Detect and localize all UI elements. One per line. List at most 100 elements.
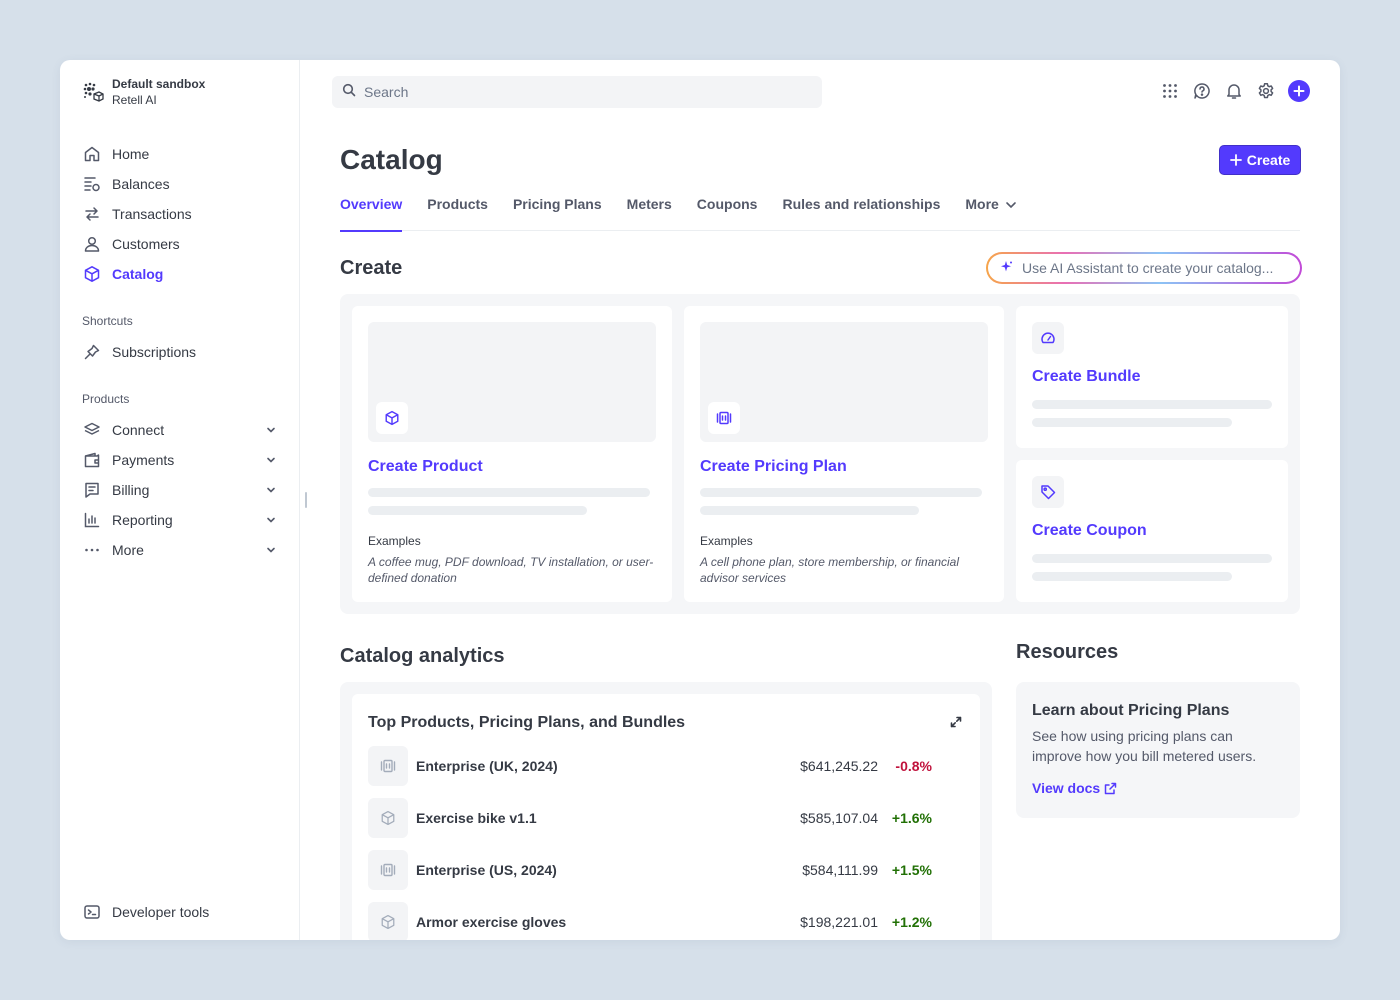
pricing-plan-thumbnail xyxy=(700,322,988,442)
chevron-down-icon xyxy=(266,455,276,465)
page-title: Catalog xyxy=(340,144,443,175)
main-nav: Home Balances Transactions Customers Cat… xyxy=(82,139,282,289)
create-button[interactable]: Create xyxy=(1219,145,1301,175)
tab-more[interactable]: More xyxy=(965,190,1016,231)
customers-icon xyxy=(82,234,102,254)
chevron-down-icon xyxy=(1006,202,1016,209)
sidebar-item-developer-tools[interactable]: Developer tools xyxy=(82,897,282,927)
analytics-panel: Top Products, Pricing Plans, and Bundles… xyxy=(340,682,992,940)
bell-icon[interactable] xyxy=(1224,81,1244,101)
create-bundle-card[interactable]: Create Bundle xyxy=(1016,306,1288,448)
tab-overview[interactable]: Overview xyxy=(340,190,403,232)
reporting-icon xyxy=(82,510,102,530)
help-icon[interactable] xyxy=(1192,81,1212,101)
sidebar-item-label: Subscriptions xyxy=(112,344,197,360)
resource-title: Learn about Pricing Plans xyxy=(1032,702,1230,719)
catalog-icon xyxy=(82,264,102,284)
sidebar-item-label: Developer tools xyxy=(112,904,210,920)
chevron-down-icon xyxy=(266,485,276,495)
table-row[interactable]: Exercise bike v1.1 $585,107.04 +1.6% xyxy=(368,798,948,838)
create-product-card[interactable]: Create Product Examples A coffee mug, PD… xyxy=(352,306,672,602)
box-icon xyxy=(376,402,408,434)
table-row[interactable]: Enterprise (UK, 2024) $641,245.22 -0.8% xyxy=(368,746,948,786)
sidebar-item-label: Catalog xyxy=(112,266,164,282)
placeholder-line xyxy=(1032,554,1272,563)
sidebar-item-customers[interactable]: Customers xyxy=(82,229,282,259)
sidebar-item-label: Connect xyxy=(112,422,165,438)
table-row[interactable]: Enterprise (US, 2024) $584,111.99 +1.5% xyxy=(368,850,948,890)
examples-text: A cell phone plan, store membership, or … xyxy=(700,555,960,585)
placeholder-line xyxy=(1032,572,1232,581)
shortcuts-section: Shortcuts Subscriptions xyxy=(82,311,282,367)
sidebar-item-balances[interactable]: Balances xyxy=(82,169,282,199)
quick-add-button[interactable] xyxy=(1288,80,1310,102)
chevron-down-icon xyxy=(266,425,276,435)
sidebar-item-reporting[interactable]: Reporting xyxy=(82,505,282,535)
sidebar-resize-handle[interactable] xyxy=(305,492,307,508)
create-heading: Create xyxy=(340,257,403,279)
create-coupon-title[interactable]: Create Coupon xyxy=(1032,522,1147,539)
examples-text: A coffee mug, PDF download, TV installat… xyxy=(368,555,654,585)
create-coupon-card[interactable]: Create Coupon xyxy=(1016,460,1288,602)
pricing-plan-icon xyxy=(368,746,408,786)
gauge-icon xyxy=(1032,322,1064,354)
search-bar[interactable] xyxy=(332,76,822,108)
terminal-icon xyxy=(82,902,102,922)
examples-label: Examples xyxy=(700,534,753,548)
tab-products[interactable]: Products xyxy=(427,196,488,212)
search-input[interactable] xyxy=(364,84,804,100)
sidebar-item-transactions[interactable]: Transactions xyxy=(82,199,282,229)
sidebar-item-label: Transactions xyxy=(112,206,192,222)
placeholder-line xyxy=(368,488,650,497)
gear-icon[interactable] xyxy=(1256,81,1276,101)
table-row[interactable]: Armor exercise gloves $198,221.01 +1.2% xyxy=(368,902,948,940)
sidebar-item-payments[interactable]: Payments xyxy=(82,445,282,475)
view-docs-link[interactable]: View docs xyxy=(1032,780,1284,796)
sidebar-item-catalog[interactable]: Catalog xyxy=(82,259,282,289)
create-pricing-plan-card[interactable]: Create Pricing Plan Examples A cell phon… xyxy=(684,306,1004,602)
sidebar-item-label: More xyxy=(112,542,144,558)
ai-assistant-input[interactable]: Use AI Assistant to create your catalog.… xyxy=(986,252,1302,284)
sidebar-item-more[interactable]: More xyxy=(82,535,282,565)
sidebar-item-billing[interactable]: Billing xyxy=(82,475,282,505)
row-change: +1.5% xyxy=(891,862,932,878)
placeholder-line xyxy=(700,488,982,497)
sidebar-item-label: Payments xyxy=(112,452,175,468)
create-product-title[interactable]: Create Product xyxy=(368,458,483,475)
view-docs-label: View docs xyxy=(1032,780,1101,796)
sidebar-item-label: Home xyxy=(112,146,150,162)
plus-icon xyxy=(1229,154,1242,166)
sidebar-item-label: Reporting xyxy=(112,512,173,528)
ai-assistant-placeholder: Use AI Assistant to create your catalog.… xyxy=(1022,260,1274,276)
sidebar-item-subscriptions[interactable]: Subscriptions xyxy=(82,337,282,367)
pricing-plan-icon xyxy=(708,402,740,434)
create-bundle-title[interactable]: Create Bundle xyxy=(1032,368,1141,385)
sidebar-item-connect[interactable]: Connect xyxy=(82,415,282,445)
resources-heading: Resources xyxy=(1016,641,1119,663)
account-name: Default sandbox xyxy=(112,77,206,91)
expand-icon[interactable] xyxy=(948,714,964,730)
tab-meters[interactable]: Meters xyxy=(626,196,672,212)
tab-rules-and-relationships[interactable]: Rules and relationships xyxy=(782,196,941,212)
create-pricing-plan-title[interactable]: Create Pricing Plan xyxy=(700,458,847,475)
sparkle-icon xyxy=(1000,260,1014,277)
account-switcher[interactable]: Default sandbox Retell AI xyxy=(82,76,205,108)
top-toolbar xyxy=(1160,80,1310,102)
tab-pricing-plans[interactable]: Pricing Plans xyxy=(512,196,602,212)
sidebar-item-home[interactable]: Home xyxy=(82,139,282,169)
row-value: $584,111.99 xyxy=(802,862,878,878)
account-org: Retell AI xyxy=(112,93,157,107)
row-change: +1.2% xyxy=(891,914,932,930)
tag-icon xyxy=(1032,476,1064,508)
tab-coupons[interactable]: Coupons xyxy=(696,196,758,212)
row-name: Enterprise (UK, 2024) xyxy=(416,758,558,774)
pricing-plan-icon xyxy=(368,850,408,890)
balances-icon xyxy=(82,174,102,194)
placeholder-line xyxy=(1032,418,1232,427)
apps-grid-icon[interactable] xyxy=(1160,81,1180,101)
row-name: Exercise bike v1.1 xyxy=(416,810,537,826)
more-icon xyxy=(82,540,102,560)
resource-card: Learn about Pricing Plans See how using … xyxy=(1016,682,1300,818)
tab-more-label: More xyxy=(965,196,999,212)
developer-section: Developer tools xyxy=(82,897,282,927)
